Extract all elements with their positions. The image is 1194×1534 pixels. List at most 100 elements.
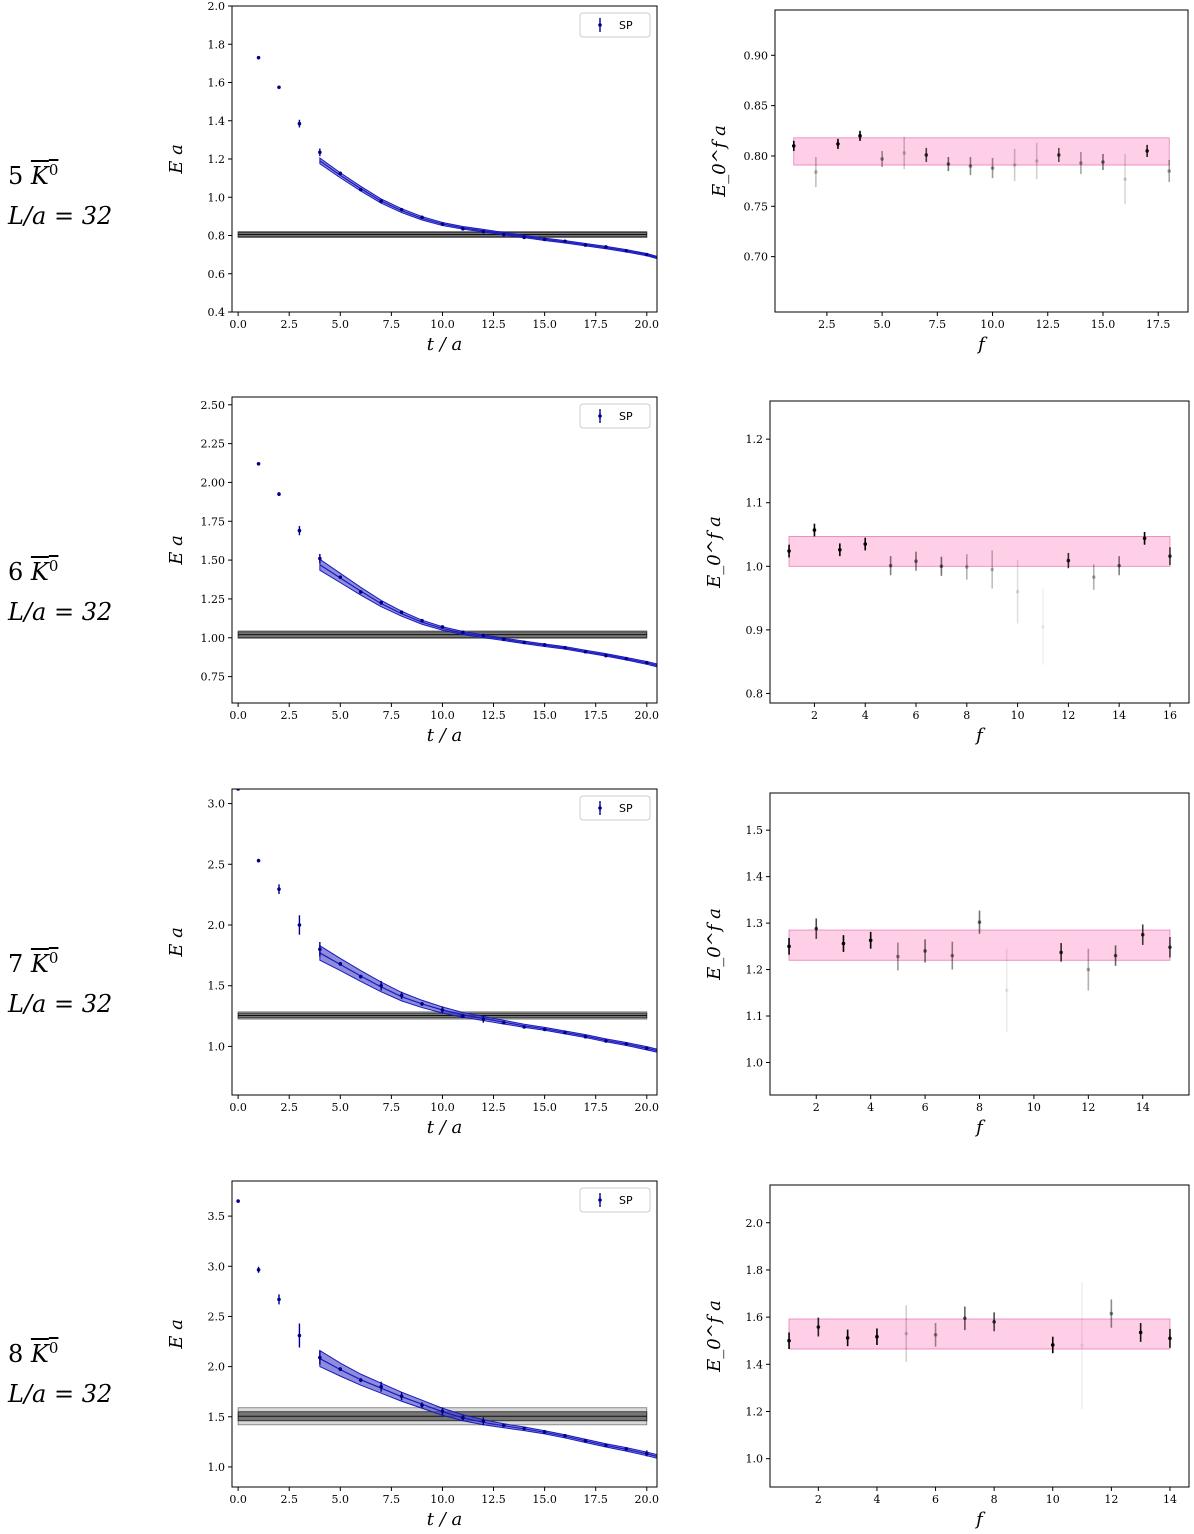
y-axis-label: E_0^f a [704, 516, 725, 589]
x-axis-label: t / a [427, 334, 462, 355]
data-point [888, 563, 893, 568]
legend-label: SP [619, 802, 633, 815]
data-point [501, 1020, 506, 1025]
data-point [277, 492, 281, 496]
data-point [1168, 554, 1172, 558]
plot-area [787, 523, 1172, 665]
data-point [950, 953, 955, 958]
data-point [481, 229, 486, 234]
axes-frame [231, 788, 658, 1096]
data-point [1050, 1343, 1055, 1347]
fit-curve [319, 160, 657, 259]
row-label-6: 6 K0 L/a = 32 [8, 546, 158, 632]
y-tick-label: 2.5 [208, 1310, 226, 1323]
data-point [318, 1355, 322, 1360]
legend: SP [579, 1187, 651, 1213]
data-point [644, 1451, 649, 1456]
y-tick-label: 1.8 [746, 1264, 764, 1277]
data-point [1080, 1343, 1084, 1348]
y-tick-label: 1.5 [208, 980, 226, 993]
y-tick-label: 0.80 [744, 150, 769, 163]
data-point [461, 630, 465, 635]
data-point [542, 1430, 547, 1434]
x-tick-label: 5.0 [332, 1101, 350, 1114]
data-point [542, 1027, 547, 1032]
legend-label: SP [619, 1194, 633, 1207]
data-point [236, 1199, 240, 1203]
x-tick-label: 2.5 [280, 318, 298, 331]
data-point [318, 150, 322, 155]
legend-box [579, 12, 651, 38]
data-point [1041, 624, 1045, 629]
data-point [896, 954, 900, 959]
data-point [481, 1017, 486, 1021]
x-tick-label: 10 [1011, 709, 1025, 722]
x-tick-label: 10.0 [430, 1493, 455, 1506]
data-point [845, 1336, 850, 1340]
x-tick-label: 15.0 [532, 1101, 557, 1114]
y-tick-label: 1.2 [746, 964, 764, 977]
pink-band [788, 1318, 1171, 1350]
x-tick-label: 6 [932, 1493, 939, 1506]
effective-energy-chart-row-8: SP 0.0 2.5 5.0 7.5 10.0 12.5 15.0 17.5 20.0 1.0 1.5… [166, 1180, 659, 1530]
y-tick-label: 1.8 [208, 38, 226, 51]
x-tick-label: 12 [1104, 1493, 1118, 1506]
legend: SP [579, 795, 651, 821]
y-axis-label: E a [166, 1319, 187, 1350]
data-point [563, 239, 567, 244]
data-point [1012, 163, 1017, 167]
x-tick-label: 10.0 [430, 318, 455, 331]
data-point [379, 983, 383, 988]
y-axis-label: E_0^f a [709, 125, 730, 198]
data-point [1145, 149, 1149, 153]
fit-curve [319, 564, 657, 666]
data-point [379, 1384, 383, 1389]
data-point [990, 166, 995, 170]
plot-area [237, 55, 657, 260]
y-tick-label: 1.6 [746, 1311, 764, 1324]
data-point [461, 1415, 465, 1420]
x-tick-label: 14 [1112, 709, 1126, 722]
pink-band [793, 137, 1170, 166]
x-tick-label: 15.0 [1091, 318, 1116, 331]
legend-box [579, 795, 651, 821]
axes-frame [769, 1184, 1190, 1488]
x-tick-label: 12.5 [481, 1101, 506, 1114]
data-point [923, 949, 927, 953]
pink-band [788, 536, 1171, 567]
data-point [816, 1325, 821, 1329]
x-tick-label: 12 [1061, 709, 1075, 722]
x-tick-label: 0.0 [229, 1101, 247, 1114]
data-point [1138, 1330, 1143, 1335]
data-point [358, 974, 363, 979]
y-tick-label: 2.5 [208, 858, 226, 871]
data-point [318, 947, 322, 952]
x-axis-label: f [974, 1509, 986, 1530]
y-tick-label: 0.70 [744, 251, 769, 264]
y-tick-label: 1.0 [746, 1453, 764, 1466]
x-tick-label: 6 [913, 709, 920, 722]
row-label-7: 7 K0 L/a = 32 [8, 938, 158, 1024]
data-point [836, 142, 840, 146]
axes-frame [231, 1180, 658, 1488]
x-tick-label: 17.5 [1146, 318, 1171, 331]
row-label-volume: L/a = 32 [8, 598, 113, 626]
x-tick-label: 5.0 [332, 1493, 350, 1506]
x-tick-label: 4 [873, 1493, 880, 1506]
row-label-8: 8 K0 L/a = 32 [8, 1328, 158, 1414]
data-point [256, 858, 261, 863]
y-tick-label: 2.0 [208, 1361, 226, 1374]
x-axis-label: f [974, 725, 986, 746]
x-tick-label: 5.0 [332, 318, 350, 331]
data-point [787, 549, 791, 553]
data-point [440, 222, 445, 226]
data-point [501, 637, 506, 642]
x-tick-label: 10 [1046, 1493, 1060, 1506]
data-point [1113, 953, 1118, 958]
y-tick-label: 3.0 [208, 798, 226, 811]
plot-area [236, 1199, 657, 1459]
data-point [318, 556, 322, 561]
x-tick-label: 0.0 [229, 318, 247, 331]
data-point [814, 926, 819, 931]
data-point [939, 564, 944, 569]
